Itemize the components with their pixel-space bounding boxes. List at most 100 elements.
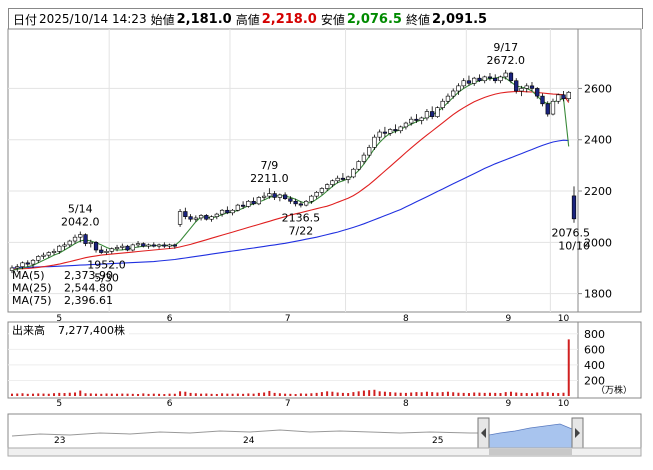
candle xyxy=(419,116,424,125)
ma-legend: MA(5) 2,373.90 MA(25) 2,544.80 MA(75) 2,396.6… xyxy=(12,269,113,307)
candlesticks xyxy=(9,69,577,274)
candle xyxy=(204,214,209,221)
volume-bar xyxy=(184,391,187,396)
navigator-scrollbar-thumb[interactable] xyxy=(489,449,572,455)
volume-bar xyxy=(194,393,197,396)
navigator-scrollbar-track[interactable] xyxy=(7,447,642,457)
legend-label: MA(5) xyxy=(12,269,45,282)
volume-bar xyxy=(567,339,570,396)
volume-bar xyxy=(494,392,497,396)
volume-bar xyxy=(95,393,98,396)
volume-bar xyxy=(341,392,344,396)
volume-value: 7,277,400株 xyxy=(58,323,125,337)
volume-bar xyxy=(462,392,465,396)
ma75-line xyxy=(11,139,569,269)
ma25-line xyxy=(11,90,570,270)
low-label: 安値 xyxy=(320,12,345,27)
candle xyxy=(335,175,340,184)
volume-bar xyxy=(68,392,71,396)
candle xyxy=(540,93,545,107)
candle xyxy=(356,160,361,171)
volume-bar xyxy=(37,393,40,396)
candle xyxy=(67,239,72,248)
volume-bar xyxy=(373,389,376,396)
candle xyxy=(30,258,36,268)
candle xyxy=(78,231,83,243)
candle xyxy=(430,106,435,120)
navigator-left-handle[interactable] xyxy=(477,417,490,449)
candle xyxy=(319,187,325,195)
candle xyxy=(519,85,524,97)
volume-bar xyxy=(399,392,402,396)
volume-bar xyxy=(536,392,539,396)
candle xyxy=(261,192,267,200)
volume-bar xyxy=(11,393,13,396)
volume-bar xyxy=(331,391,334,396)
volume-bar xyxy=(163,394,166,396)
candle xyxy=(183,207,188,220)
volume-bar xyxy=(404,392,407,396)
candle xyxy=(88,239,93,248)
month-label: 10 xyxy=(558,399,570,409)
candle xyxy=(314,191,319,199)
candle xyxy=(466,75,472,86)
candle xyxy=(524,83,529,93)
candle xyxy=(246,199,251,208)
annotation-price: 2672.0 xyxy=(486,54,525,67)
candle xyxy=(230,208,235,216)
annotation-date: 10/10 xyxy=(558,240,590,253)
price-tick-label: 2400 xyxy=(584,134,612,147)
navigator-right-handle[interactable] xyxy=(571,417,584,449)
volume-bar xyxy=(336,392,339,396)
candle xyxy=(461,78,466,89)
volume-bar xyxy=(236,393,239,396)
candle xyxy=(561,90,566,102)
candle xyxy=(156,243,162,249)
volume-bar xyxy=(530,393,533,396)
volume-bar xyxy=(410,392,413,396)
price-tick-label: 1800 xyxy=(584,288,612,301)
volume-bar xyxy=(368,390,371,396)
volume-bar xyxy=(509,391,512,396)
open-value: 2,181.0 xyxy=(176,11,232,27)
open-label: 始値 xyxy=(150,12,175,27)
legend-value: 2,373.90 xyxy=(64,269,113,282)
candle xyxy=(514,78,519,94)
candle xyxy=(351,167,356,179)
candle xyxy=(256,196,261,206)
candle xyxy=(393,124,398,134)
volume-bar xyxy=(473,392,476,396)
volume-bar xyxy=(467,393,470,396)
date-value: 2025/10/14 14:23 xyxy=(39,12,147,26)
candle xyxy=(293,198,298,207)
navigator-label-23: 23 xyxy=(54,436,65,446)
candle xyxy=(477,74,482,83)
annotation-date: 7/22 xyxy=(289,224,314,237)
volume-bar xyxy=(221,393,224,396)
candle xyxy=(451,88,456,99)
volume-bar xyxy=(21,393,24,396)
candle xyxy=(388,128,393,136)
candle xyxy=(340,173,346,181)
candle xyxy=(445,93,451,104)
candle xyxy=(288,196,293,204)
candle xyxy=(214,212,219,220)
volume-unit: （万株） xyxy=(596,384,632,396)
candle xyxy=(535,87,540,99)
volume-bar xyxy=(84,393,87,396)
volume-bar xyxy=(441,392,444,396)
low-value: 2,076.5 xyxy=(346,11,402,27)
candle xyxy=(130,243,135,252)
volume-bar xyxy=(168,393,171,396)
candle xyxy=(382,126,388,138)
candle xyxy=(503,69,508,80)
candle xyxy=(72,234,78,244)
month-label: 6 xyxy=(167,399,173,409)
volume-bar xyxy=(504,392,507,396)
volume-bar xyxy=(452,392,455,396)
month-label: 9 xyxy=(505,314,511,324)
candle xyxy=(482,75,487,84)
candle xyxy=(109,247,114,254)
volume-bar xyxy=(289,393,292,396)
